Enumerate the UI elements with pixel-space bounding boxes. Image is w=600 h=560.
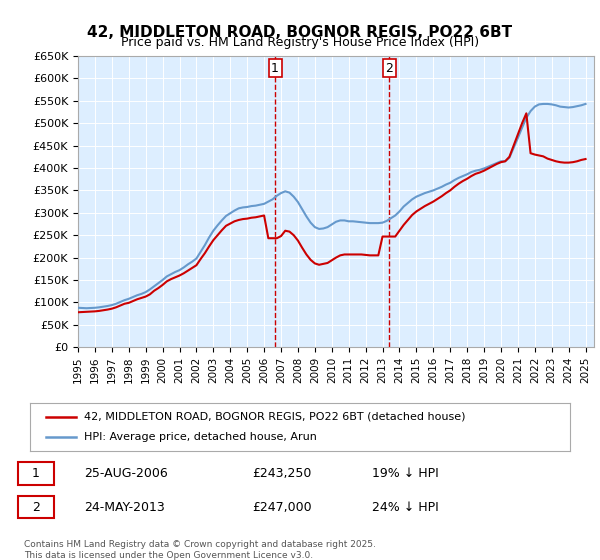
Text: 2: 2 bbox=[385, 62, 393, 75]
Text: 2: 2 bbox=[32, 501, 40, 514]
Text: 42, MIDDLETON ROAD, BOGNOR REGIS, PO22 6BT (detached house): 42, MIDDLETON ROAD, BOGNOR REGIS, PO22 6… bbox=[84, 412, 466, 422]
FancyBboxPatch shape bbox=[18, 463, 54, 485]
Text: 24-MAY-2013: 24-MAY-2013 bbox=[84, 501, 165, 514]
Text: 1: 1 bbox=[271, 62, 279, 75]
Text: 19% ↓ HPI: 19% ↓ HPI bbox=[372, 467, 439, 480]
Text: £243,250: £243,250 bbox=[252, 467, 311, 480]
Text: HPI: Average price, detached house, Arun: HPI: Average price, detached house, Arun bbox=[84, 432, 317, 442]
Text: 24% ↓ HPI: 24% ↓ HPI bbox=[372, 501, 439, 514]
Text: Price paid vs. HM Land Registry's House Price Index (HPI): Price paid vs. HM Land Registry's House … bbox=[121, 36, 479, 49]
FancyBboxPatch shape bbox=[18, 496, 54, 519]
Text: 1: 1 bbox=[32, 467, 40, 480]
Text: 25-AUG-2006: 25-AUG-2006 bbox=[84, 467, 168, 480]
Text: Contains HM Land Registry data © Crown copyright and database right 2025.
This d: Contains HM Land Registry data © Crown c… bbox=[24, 540, 376, 560]
Text: 42, MIDDLETON ROAD, BOGNOR REGIS, PO22 6BT: 42, MIDDLETON ROAD, BOGNOR REGIS, PO22 6… bbox=[88, 25, 512, 40]
Text: £247,000: £247,000 bbox=[252, 501, 311, 514]
